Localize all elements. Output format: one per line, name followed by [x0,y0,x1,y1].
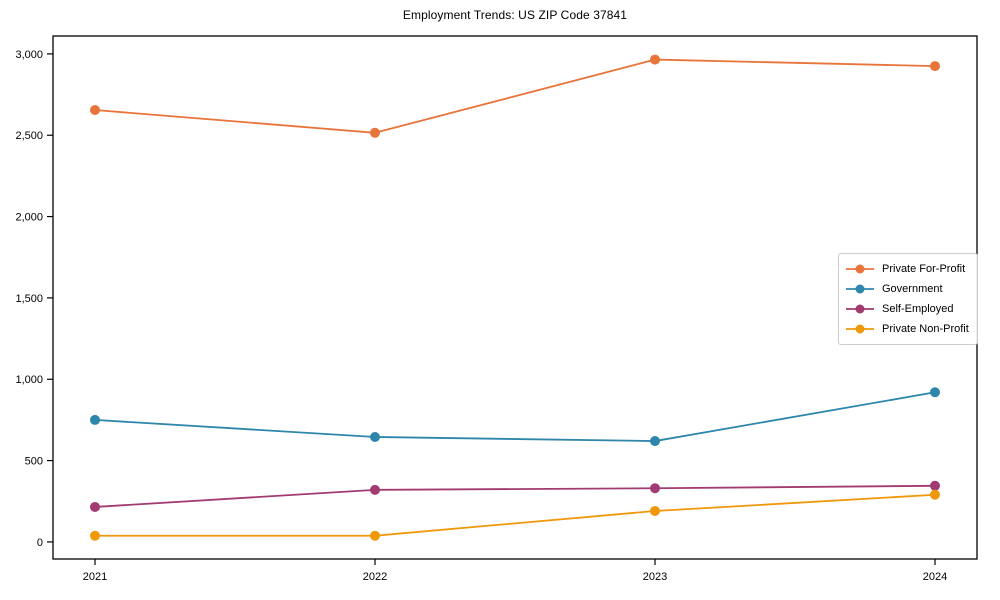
data-point-government [650,436,660,447]
y-tick-label: 2,500 [15,130,43,142]
series-line-government [94,391,936,442]
data-point-private-for-profit [90,105,100,116]
legend-label: Self-Employed [882,303,954,315]
data-point-private-non-profit [370,530,380,541]
data-point-self-employed [650,483,660,494]
data-point-government [370,431,380,442]
legend-item-government: Government [845,279,969,299]
x-tick-label: 2021 [83,571,107,583]
legend-label: Private Non-Profit [882,323,969,335]
y-tick-label: 1,500 [15,293,43,305]
legend-item-self-employed: Self-Employed [845,299,969,319]
legend-item-private-non-profit: Private Non-Profit [845,319,969,339]
legend-marker-icon [846,304,874,314]
legend-label: Private For-Profit [882,263,966,275]
data-point-private-non-profit [930,489,940,500]
x-tick-label: 2024 [923,571,947,583]
data-point-self-employed [930,480,940,491]
legend-label: Government [882,283,943,295]
data-point-self-employed [370,484,380,495]
series-line-self-employed [94,484,936,508]
legend: Private For-Profit Government Self-Employe… [838,253,978,345]
y-tick-label: 2,000 [15,212,43,224]
y-tick-label: 1,000 [15,374,43,386]
data-point-private-non-profit [90,530,100,541]
legend-marker-icon [846,324,874,334]
data-point-government [90,414,100,425]
y-tick-label: 3,000 [15,49,43,61]
data-point-private-for-profit [650,54,660,65]
legend-marker-icon [846,284,874,294]
y-tick-label: 500 [25,456,43,468]
chart-title: Employment Trends: US ZIP Code 37841 [402,8,628,22]
x-tick-label: 2022 [363,571,387,583]
legend-item-private-for-profit: Private For-Profit [845,259,969,279]
series-line-private-for-profit [94,58,936,134]
legend-marker-icon [846,264,874,274]
data-point-private-for-profit [370,127,380,138]
y-tick-label: 0 [37,537,43,549]
data-point-self-employed [90,501,100,512]
data-point-private-for-profit [930,61,940,72]
x-tick-label: 2023 [643,571,667,583]
series-line-private-non-profit [94,493,936,537]
data-point-government [930,387,940,398]
data-point-private-non-profit [650,506,660,517]
